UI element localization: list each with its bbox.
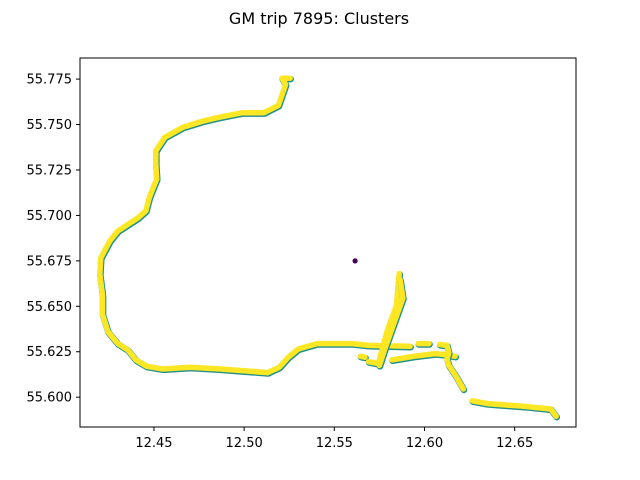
x-tick-label: 12.60 — [406, 436, 443, 451]
x-tick-label: 12.50 — [226, 436, 263, 451]
chart-title: GM trip 7895: Clusters — [229, 9, 409, 28]
plot-area — [97, 75, 561, 421]
track-outline-0 — [97, 75, 414, 377]
cluster-1-track-segment-3 — [376, 277, 406, 369]
x-tick-label: 12.45 — [135, 436, 172, 451]
cluster-1-track-segment-6 — [437, 341, 467, 392]
y-tick-label: 55.700 — [27, 209, 73, 224]
y-tick-label: 55.650 — [27, 300, 73, 315]
y-tick-label: 55.775 — [27, 73, 73, 88]
y-tick-label: 55.625 — [27, 345, 73, 360]
y-tick-label: 55.725 — [27, 163, 73, 178]
plot-frame — [79, 57, 577, 428]
cluster-1-track-segment-0 — [97, 75, 413, 376]
y-tick-label: 55.600 — [27, 391, 73, 406]
x-tick-label: 12.65 — [496, 436, 533, 451]
cluster-1-track-segment-1 — [357, 353, 368, 360]
y-tick-label: 55.675 — [27, 254, 73, 269]
cluster-0-point-0 — [352, 258, 358, 264]
cluster-1-track-segment-7 — [469, 398, 559, 420]
axis-ticks: 12.45 12.50 12.55 12.60 12.65 55.600 55.625 55.… — [27, 73, 534, 451]
y-tick-label: 55.750 — [27, 118, 73, 133]
x-tick-label: 12.55 — [316, 436, 353, 451]
